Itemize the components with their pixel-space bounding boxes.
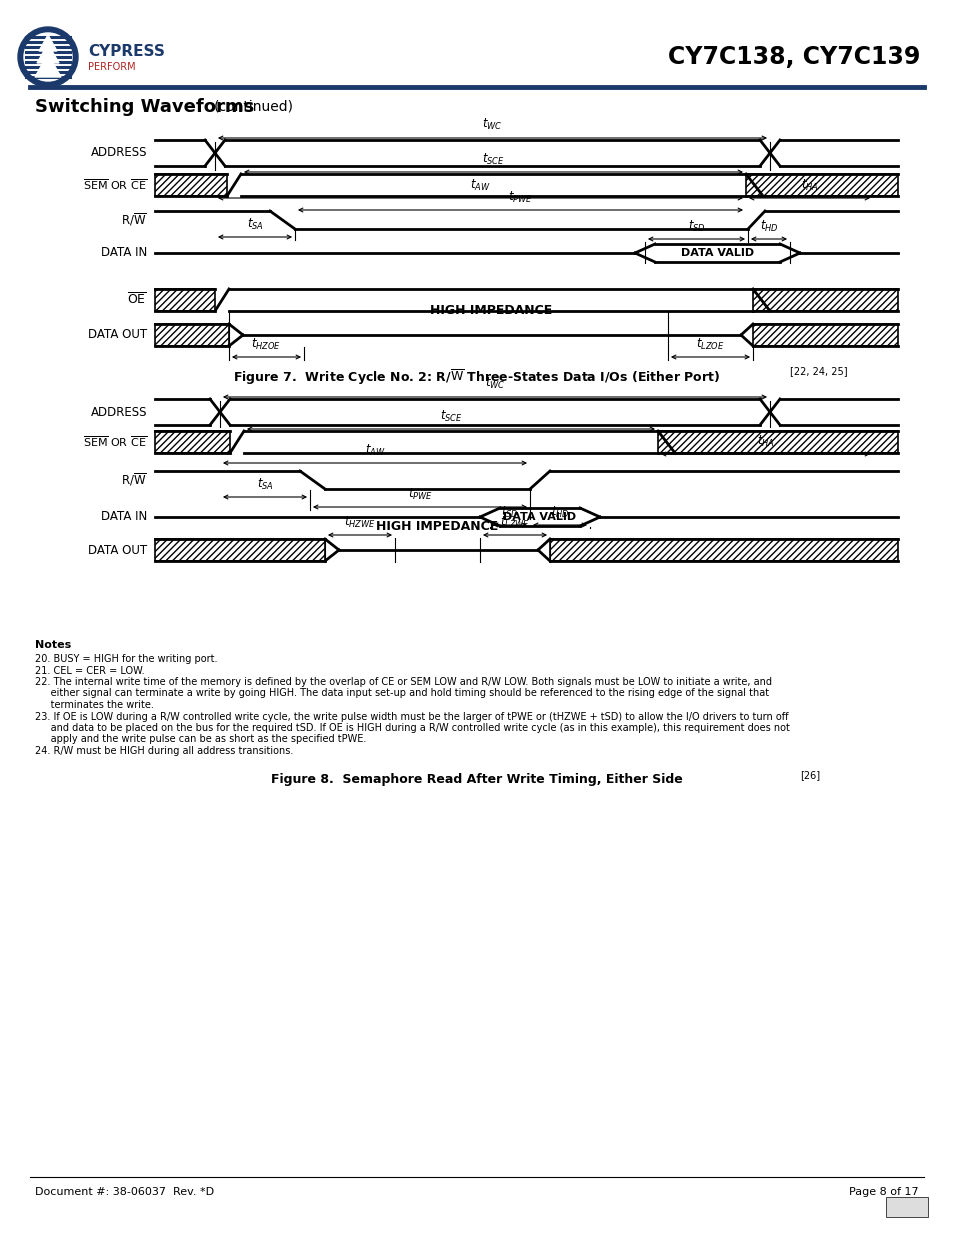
Bar (550, 538, 897, 561)
Text: DATA VALID: DATA VALID (680, 248, 753, 258)
Bar (885, 1197, 927, 1216)
Text: (continued): (continued) (213, 100, 294, 114)
Text: PERFORM: PERFORM (88, 62, 135, 72)
Text: $t_{HD}$: $t_{HD}$ (759, 219, 778, 233)
Text: $t_{SD}$: $t_{SD}$ (687, 219, 704, 233)
Text: R/$\overline{\rm W}$: R/$\overline{\rm W}$ (121, 472, 147, 489)
Text: $t_{LZWE}$: $t_{LZWE}$ (499, 515, 530, 530)
Text: $t_{WC}$: $t_{WC}$ (484, 375, 505, 391)
Text: $t_{HZWE}$: $t_{HZWE}$ (344, 515, 375, 530)
Text: CY7C138, CY7C139: CY7C138, CY7C139 (667, 44, 919, 69)
Text: 23. If OE is LOW during a R/W controlled write cycle, the write pulse width must: 23. If OE is LOW during a R/W controlled… (35, 711, 788, 721)
Text: $t_{SCE}$: $t_{SCE}$ (481, 152, 504, 167)
Text: $t_{SCE}$: $t_{SCE}$ (439, 409, 462, 424)
Text: $t_{LZOE}$: $t_{LZOE}$ (696, 337, 724, 352)
Text: Figure 7.  Write Cycle No. 2: R/$\overline{\rm W}$ Three-States Data I/Os (Eithe: Figure 7. Write Cycle No. 2: R/$\overlin… (233, 368, 720, 387)
Text: $t_{HA}$: $t_{HA}$ (800, 178, 818, 193)
Bar (154, 538, 325, 561)
Text: $t_{WC}$: $t_{WC}$ (482, 117, 502, 132)
Text: $\overline{\rm SEM}$ OR $\overline{\rm CE}$: $\overline{\rm SEM}$ OR $\overline{\rm C… (83, 435, 147, 450)
Text: 21. CEL = CER = LOW.: 21. CEL = CER = LOW. (35, 666, 145, 676)
Text: Notes: Notes (35, 640, 71, 650)
Text: DATA VALID: DATA VALID (503, 513, 576, 522)
Text: ADDRESS: ADDRESS (91, 147, 147, 159)
Text: Figure 8.  Semaphore Read After Write Timing, Either Side: Figure 8. Semaphore Read After Write Tim… (271, 773, 682, 787)
Text: DATA OUT: DATA OUT (88, 329, 147, 342)
Circle shape (18, 27, 78, 86)
Bar (752, 289, 897, 311)
Text: ADDRESS: ADDRESS (91, 405, 147, 419)
Text: $t_{AW}$: $t_{AW}$ (364, 443, 385, 458)
Text: $\overline{\rm OE}$: $\overline{\rm OE}$ (127, 293, 147, 308)
Text: HIGH IMPEDANCE: HIGH IMPEDANCE (376, 520, 498, 534)
Bar (745, 174, 897, 196)
Text: $t_{SD}$: $t_{SD}$ (500, 505, 518, 520)
Text: R/$\overline{\rm W}$: R/$\overline{\rm W}$ (121, 211, 147, 228)
Text: $t_{SA}$: $t_{SA}$ (256, 477, 274, 492)
Text: [26]: [26] (800, 769, 820, 781)
Text: [22, 24, 25]: [22, 24, 25] (789, 366, 846, 375)
Text: CYPRESS: CYPRESS (88, 43, 165, 58)
Text: 24. R/W must be HIGH during all address transitions.: 24. R/W must be HIGH during all address … (35, 746, 294, 756)
Text: Switching Waveforms: Switching Waveforms (35, 98, 254, 116)
Text: $t_{PWE}$: $t_{PWE}$ (407, 487, 432, 501)
Bar (752, 324, 897, 346)
Text: $t_{HZOE}$: $t_{HZOE}$ (252, 337, 281, 352)
Text: $\overline{\rm SEM}$ OR $\overline{\rm CE}$: $\overline{\rm SEM}$ OR $\overline{\rm C… (83, 178, 147, 193)
Text: $t_{HA}$: $t_{HA}$ (756, 433, 774, 450)
Text: $t_{AW}$: $t_{AW}$ (470, 178, 490, 193)
Text: and data to be placed on the bus for the required tSD. If OE is HIGH during a R/: and data to be placed on the bus for the… (35, 722, 789, 734)
Bar (154, 324, 229, 346)
Bar (154, 431, 230, 453)
Polygon shape (35, 35, 61, 77)
Text: 20. BUSY = HIGH for the writing port.: 20. BUSY = HIGH for the writing port. (35, 655, 217, 664)
Text: DATA IN: DATA IN (101, 247, 147, 259)
Bar (154, 174, 227, 196)
Text: $t_{HD}$: $t_{HD}$ (550, 505, 569, 520)
Text: $t_{PWE}$: $t_{PWE}$ (508, 190, 533, 205)
Text: HIGH IMPEDANCE: HIGH IMPEDANCE (430, 304, 552, 317)
Text: Document #: 38-06037  Rev. *D: Document #: 38-06037 Rev. *D (35, 1187, 213, 1197)
Bar (658, 431, 897, 453)
Text: either signal can terminate a write by going HIGH. The data input set-up and hol: either signal can terminate a write by g… (35, 688, 768, 699)
Text: terminates the write.: terminates the write. (35, 700, 153, 710)
Text: 22. The internal write time of the memory is defined by the overlap of CE or SEM: 22. The internal write time of the memor… (35, 677, 771, 687)
Text: apply and the write pulse can be as short as the specified tPWE.: apply and the write pulse can be as shor… (35, 735, 366, 745)
Circle shape (24, 33, 71, 82)
Text: DATA IN: DATA IN (101, 510, 147, 524)
Text: $t_{SA}$: $t_{SA}$ (246, 217, 263, 232)
Text: Page 8 of 17: Page 8 of 17 (848, 1187, 918, 1197)
Bar (154, 289, 214, 311)
Text: DATA OUT: DATA OUT (88, 543, 147, 557)
